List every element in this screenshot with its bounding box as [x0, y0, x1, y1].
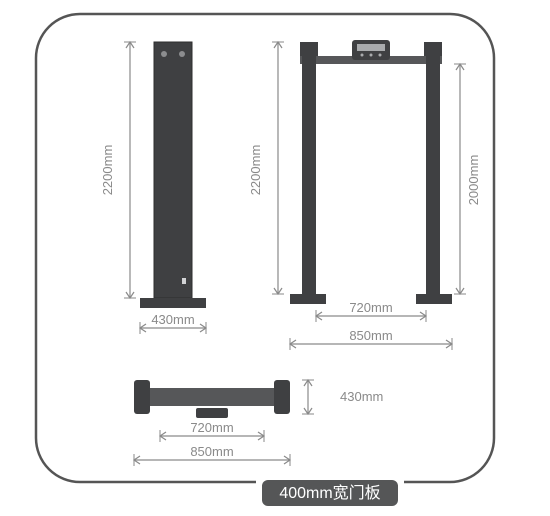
gate-top-view: [134, 380, 290, 418]
dim-gate-outer-width: 850mm: [349, 328, 392, 343]
panel-front-view: [140, 42, 206, 308]
dim-panel-height: 2200mm: [100, 145, 115, 196]
dim-top-depth: 430mm: [340, 389, 383, 404]
dim-top-outer-width: 850mm: [190, 444, 233, 459]
frame-border: [36, 14, 494, 482]
title-badge-label: 400mm宽门板: [279, 484, 380, 502]
dim-panel-base-width: 430mm: [151, 312, 194, 327]
tech-drawing: 2200mm 430mm 2200mm 2000mm 720mm 850mm 430mm 72…: [0, 0, 550, 516]
dim-gate-inner-height: 2000mm: [466, 155, 481, 206]
dim-gate-height: 2200mm: [248, 145, 263, 196]
dim-top-inner-width: 720mm: [190, 420, 233, 435]
dim-gate-inner-width: 720mm: [349, 300, 392, 315]
gate-front-view: [290, 40, 452, 304]
